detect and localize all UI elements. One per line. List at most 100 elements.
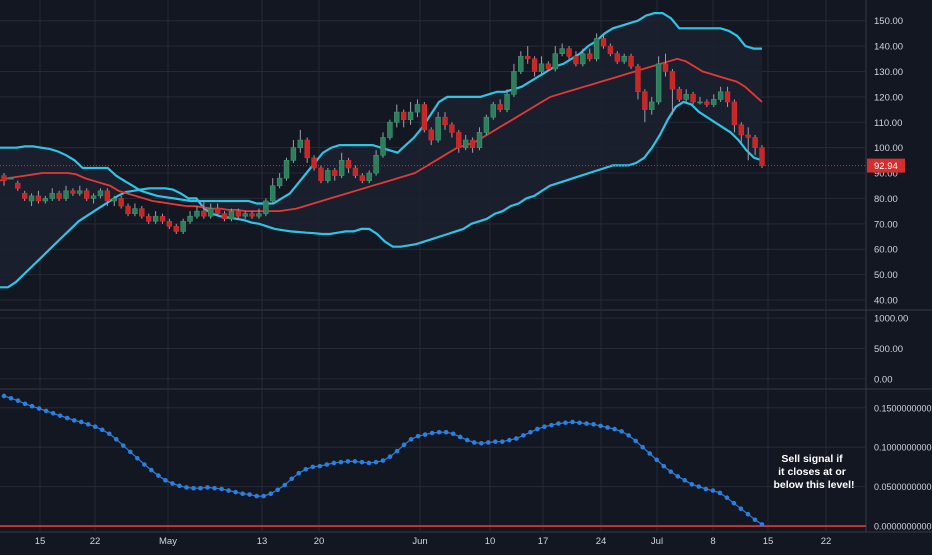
indicator-point	[99, 427, 105, 433]
indicator-point	[605, 425, 610, 430]
candle-body	[125, 205, 131, 214]
price-tick-label: 150.00	[874, 16, 903, 27]
candle-body	[662, 63, 669, 72]
indicator-point	[689, 481, 695, 487]
indicator-point	[254, 493, 259, 499]
x-tick-label: 8	[710, 536, 715, 547]
x-tick-label: 17	[538, 536, 549, 547]
indicator-point	[338, 459, 344, 465]
candle-body	[132, 208, 138, 214]
indicator-point	[36, 406, 42, 411]
candle-body	[221, 213, 228, 220]
indicator-point	[619, 429, 624, 434]
indicator-point	[471, 440, 477, 445]
candle-body	[42, 198, 49, 202]
price-tick-label: 130.00	[874, 67, 903, 78]
volume-tick-label: 0.00	[874, 374, 893, 385]
indicator-point	[296, 470, 302, 476]
price-tick-label: 70.00	[874, 219, 898, 230]
candle-body	[525, 55, 531, 60]
candle-body	[318, 167, 324, 181]
annotation-group: Sell signal if it closes at or below thi…	[773, 453, 854, 491]
candle-body	[359, 175, 366, 181]
indicator-point	[387, 454, 393, 459]
indicator-point	[170, 481, 175, 486]
candle-body	[476, 132, 483, 148]
price-tick-label: 90.00	[874, 169, 898, 180]
candle-body	[159, 215, 166, 222]
candle-body	[545, 63, 552, 70]
last-price-label: 92.94	[874, 161, 898, 172]
x-tick-label: Jun	[412, 536, 427, 547]
indicator-point	[310, 464, 316, 470]
candle-body	[21, 193, 28, 199]
indicator-point	[640, 444, 645, 450]
indicator-point	[92, 424, 98, 429]
x-tick-label: 22	[821, 536, 832, 547]
indicator-point	[745, 511, 751, 517]
price-tick-label: 40.00	[874, 296, 898, 307]
indicator-point	[331, 460, 337, 466]
candle-body	[407, 111, 414, 121]
indicator-point	[443, 429, 449, 435]
indicator-point	[57, 413, 63, 418]
price-panel	[0, 12, 866, 289]
indicator-point	[156, 473, 161, 478]
indicator-point	[478, 440, 484, 446]
indicator-point	[556, 421, 561, 426]
indicator-point	[113, 437, 119, 442]
candle-body	[180, 220, 186, 232]
indicator-point	[366, 460, 372, 466]
candle-body	[56, 193, 62, 199]
volume-tick-label: 500.00	[874, 344, 903, 355]
candle-body	[676, 88, 683, 100]
candle-body	[724, 91, 731, 103]
candle-body	[146, 215, 152, 222]
indicator-point	[710, 488, 716, 493]
indicator-point	[15, 398, 21, 403]
indicator-point	[324, 462, 330, 467]
indicator-point	[563, 420, 568, 426]
price-tick-label: 80.00	[874, 194, 898, 205]
candle-body	[373, 154, 379, 174]
candle-body	[414, 104, 421, 113]
candle-body	[166, 220, 173, 227]
candle-body	[462, 139, 469, 148]
indicator-point	[514, 436, 519, 441]
candle-body	[531, 58, 538, 72]
x-tick-label: 15	[763, 536, 774, 547]
indicator-point	[303, 466, 309, 472]
indicator-point	[345, 459, 351, 464]
candle-body	[552, 53, 558, 70]
candle-body	[297, 139, 304, 148]
annotation-line-1: Sell signal if	[781, 453, 843, 465]
price-tick-label: 60.00	[874, 245, 898, 256]
indicator-tick-label: 0.0500000000	[874, 482, 932, 492]
candle-body	[263, 200, 269, 214]
candle-body	[311, 157, 317, 169]
candle-body	[70, 190, 76, 194]
indicator-point	[661, 463, 667, 469]
candle-body	[607, 45, 614, 55]
indicator-point	[8, 396, 14, 401]
last-price-badge	[867, 158, 905, 173]
candle-body	[538, 63, 545, 72]
candle-body	[338, 160, 345, 176]
indicator-point	[198, 485, 203, 491]
candle-body	[49, 193, 55, 199]
indicator-point	[759, 522, 765, 527]
candle-body	[435, 116, 441, 141]
candle-body	[83, 190, 90, 199]
indicator-point	[612, 426, 617, 432]
indicator-point	[275, 487, 281, 493]
indicator-point	[317, 463, 323, 469]
candle-body	[208, 208, 214, 217]
candle-body	[270, 185, 276, 202]
indicator-point	[731, 500, 737, 506]
indicator-point	[1, 393, 7, 399]
candle-body	[214, 208, 221, 214]
candle-body	[325, 170, 331, 181]
candle-body	[642, 91, 648, 110]
candle-body	[139, 208, 145, 217]
indicator-point	[184, 485, 189, 490]
